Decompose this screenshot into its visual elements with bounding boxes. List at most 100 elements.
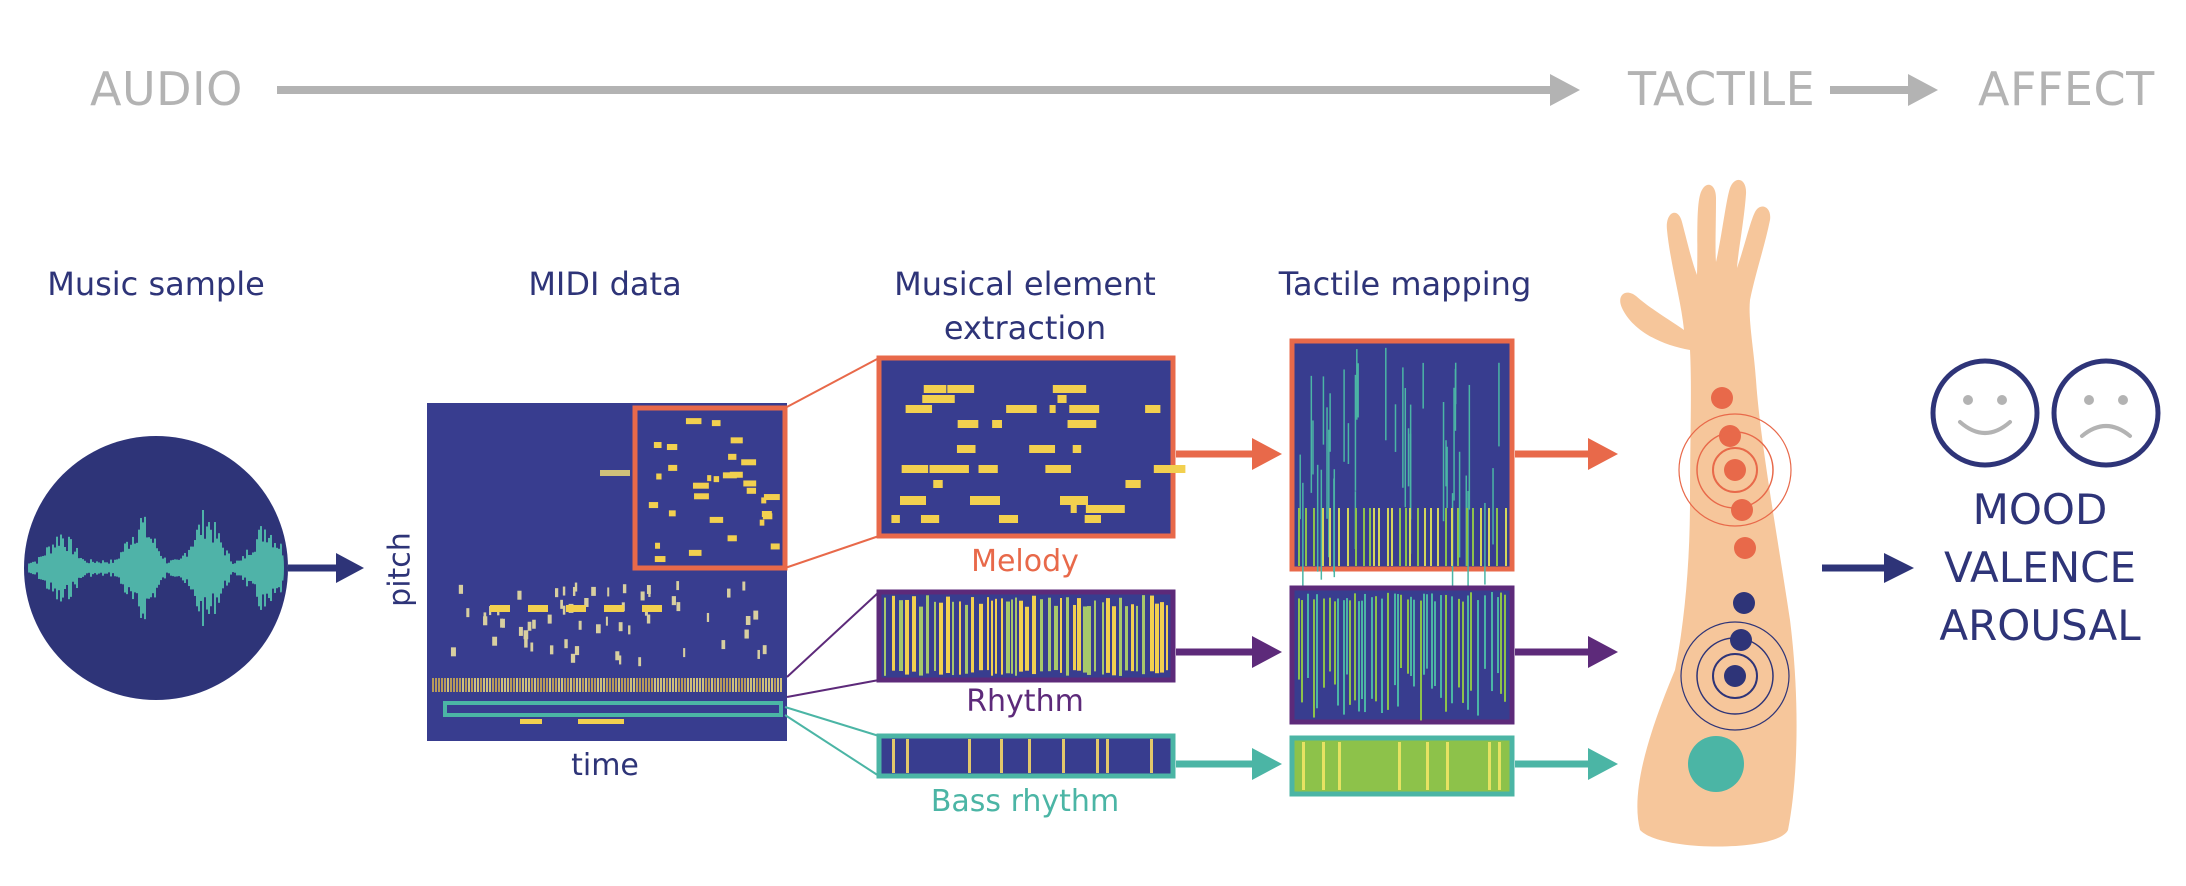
waveform-sample [246, 549, 248, 587]
midi-note [642, 605, 662, 612]
waveform-sample [226, 550, 228, 586]
rhythm-to-mapping-arrow [1176, 636, 1282, 668]
midi-note [638, 657, 642, 667]
rhythm-bar [1073, 604, 1076, 671]
rhythm-bar [946, 596, 950, 674]
waveform-sample [206, 526, 208, 610]
rhythm-map-line [1477, 600, 1479, 716]
waveform-sample [82, 559, 84, 577]
midi-note [527, 621, 532, 631]
waveform-sample [248, 554, 250, 582]
midi-note [570, 653, 576, 663]
rhythm-bar [965, 604, 968, 674]
bass-selection-box [443, 701, 783, 717]
midi-note [687, 678, 689, 692]
rhythm-to-arm-arrow [1515, 636, 1618, 668]
midi-note [685, 418, 702, 425]
waveform-sample [156, 548, 158, 588]
midi-note [564, 678, 566, 692]
waveform-sample [134, 543, 136, 593]
valence-label: VALENCE [1944, 543, 2136, 592]
midi-note [450, 678, 452, 692]
melody-note [920, 515, 940, 523]
melody-map-line [1302, 482, 1304, 605]
midi-note [574, 582, 578, 592]
melody-map-line [1328, 429, 1330, 558]
waveform-sample [182, 555, 184, 581]
waveform-sample [154, 538, 156, 598]
rhythm-bar [905, 599, 909, 675]
midi-note [668, 510, 676, 517]
midi-note [604, 605, 624, 612]
rhythm-bar [995, 598, 997, 674]
waveform-sample [228, 553, 230, 583]
extraction-label-line2: extraction [943, 309, 1107, 347]
waveform-sample [160, 555, 162, 581]
music-sample-circle [24, 436, 288, 700]
midi-note [605, 616, 608, 626]
waveform-sample [274, 543, 276, 593]
melody-note [998, 515, 1019, 523]
waveform-sample [84, 560, 86, 576]
melody-note [969, 420, 979, 428]
midi-note [707, 475, 712, 482]
melody-map-pulse [1322, 508, 1324, 566]
bass-connector [784, 706, 880, 777]
melody-map-line [1347, 423, 1350, 464]
midi-note [720, 678, 722, 692]
waveform-sample [236, 560, 238, 576]
midi-note [759, 519, 765, 526]
midi-note [727, 535, 737, 542]
bass-map-line [1446, 742, 1449, 790]
waveform-sample [168, 562, 170, 574]
midi-note [672, 678, 674, 692]
midi-note [777, 678, 779, 692]
midi-note [762, 678, 764, 692]
midi-note [456, 678, 458, 692]
midi-note [765, 678, 767, 692]
rhythm-bar [1040, 599, 1043, 672]
waveform-sample [100, 563, 102, 573]
midi-note [711, 678, 713, 692]
waveform-sample [276, 547, 278, 589]
waveform-sample [264, 529, 266, 607]
midi-note [702, 678, 704, 692]
midi-note [483, 678, 485, 692]
midi-note [477, 678, 479, 692]
rhythm-bar [979, 603, 983, 671]
midi-note [528, 605, 548, 612]
midi-note [518, 626, 523, 636]
midi-note [728, 453, 737, 460]
midi-note [435, 678, 437, 692]
waveform-sample [28, 563, 30, 573]
melody-connector [784, 357, 880, 569]
midi-note [528, 678, 530, 692]
midi-note [741, 678, 743, 692]
midi-note [770, 543, 780, 550]
bass-bar [1106, 739, 1109, 773]
bass-map-line [1426, 742, 1429, 790]
waveform-sample [214, 522, 216, 614]
rhythm-bar [912, 596, 916, 672]
midi-note [504, 678, 506, 692]
midi-note [717, 678, 719, 692]
melody-map-pulse [1505, 508, 1507, 566]
waveform-sample [208, 522, 210, 614]
rhythm-map-line [1371, 597, 1373, 699]
midi-note [768, 678, 770, 692]
melody-note [922, 395, 951, 403]
melody-map-pulse [1405, 508, 1407, 566]
midi-note [763, 494, 780, 501]
melody-note [1057, 395, 1067, 403]
waveform-sample [124, 543, 126, 593]
midi-note [669, 678, 671, 692]
rhythm-map-line [1375, 596, 1377, 702]
midi-note [753, 610, 759, 620]
melody-note [905, 405, 933, 413]
waveform-sample [152, 542, 154, 594]
midi-note [567, 678, 569, 692]
midi-note [489, 678, 491, 692]
rhythm-map-line [1394, 593, 1396, 686]
melody-map-line [1402, 367, 1404, 488]
waveform-sample [38, 557, 40, 579]
